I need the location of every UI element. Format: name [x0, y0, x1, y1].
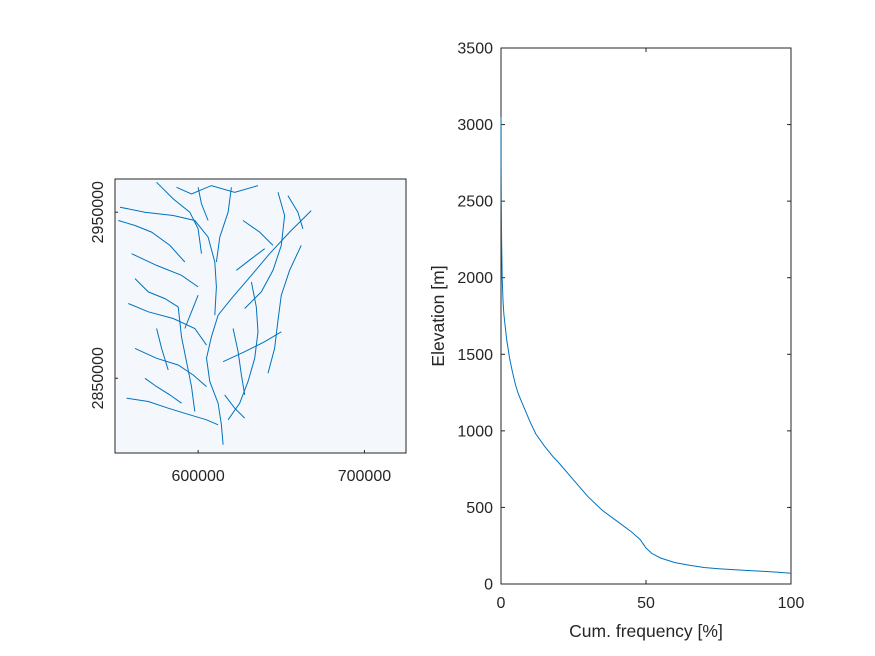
stream-line-19 — [232, 328, 246, 395]
stream-line-8 — [126, 397, 219, 426]
stream-line-6 — [128, 303, 207, 346]
plot-y-tick-label-6: 3000 — [457, 117, 493, 134]
stream-network-map: 600000 700000 2850000 2950000 — [90, 178, 407, 485]
stream-line-14 — [242, 220, 274, 246]
stream-line-18 — [144, 377, 182, 404]
map-background — [115, 179, 406, 453]
stream-line-5 — [131, 253, 199, 288]
stream-line-22 — [287, 195, 304, 229]
map-x-ticks: 600000 700000 — [171, 450, 391, 485]
map-y-ticks: 2850000 2950000 — [90, 181, 118, 409]
stream-line-2 — [156, 181, 202, 254]
plot-x-ticks: 0 50 100 — [497, 48, 805, 612]
plot-ylabel: Elevation [m] — [428, 265, 448, 366]
map-y-tick-label-0: 2850000 — [90, 347, 107, 409]
plot-y-tick-label-0: 0 — [484, 577, 493, 594]
map-y-tick-label-1: 2950000 — [90, 181, 107, 243]
plot-y-tick-label-1: 500 — [466, 500, 493, 517]
plot-x-tick-label-0: 0 — [497, 595, 506, 612]
stream-line-20 — [236, 248, 266, 271]
elevation-curve — [500, 116, 792, 574]
stream-line-7 — [134, 347, 207, 387]
plot-x-tick-label-1: 50 — [637, 595, 655, 612]
plot-y-tick-label-4: 2000 — [457, 270, 493, 287]
plot-y-ticks: 0 500 1000 1500 2000 2500 3000 3500 — [457, 41, 791, 594]
map-frame — [114, 178, 407, 454]
map-x-tick-label-1: 700000 — [338, 468, 391, 485]
plot-y-tick-label-2: 1000 — [457, 423, 493, 440]
stream-line-0 — [205, 210, 312, 445]
stream-line-4 — [244, 192, 286, 309]
stream-line-15 — [118, 220, 186, 263]
stream-line-10 — [227, 281, 259, 421]
stream-line-13 — [197, 187, 209, 221]
map-x-tick-label-0: 600000 — [171, 468, 224, 485]
stream-line-24 — [224, 394, 246, 419]
plot-x-tick-label-2: 100 — [778, 595, 805, 612]
stream-line-12 — [222, 331, 282, 363]
plot-y-tick-label-3: 1500 — [457, 347, 493, 364]
plot-y-tick-label-7: 3500 — [457, 41, 493, 58]
stream-line-1 — [119, 206, 217, 316]
stream-line-9 — [177, 306, 196, 412]
stream-line-17 — [156, 328, 169, 371]
stream-network — [118, 181, 312, 445]
plot-frame — [500, 47, 792, 585]
elevation-frequency-plot: 0 50 100 0 500 1000 1500 2000 2500 3000 3500 Cum.… — [428, 41, 804, 642]
stream-line-3 — [215, 187, 232, 263]
stream-line-21 — [176, 185, 259, 195]
plot-y-tick-label-5: 2500 — [457, 194, 493, 211]
stream-line-16 — [134, 278, 179, 308]
stream-line-11 — [267, 245, 302, 374]
plot-xlabel: Cum. frequency [%] — [569, 621, 723, 641]
stream-line-23 — [184, 295, 199, 329]
